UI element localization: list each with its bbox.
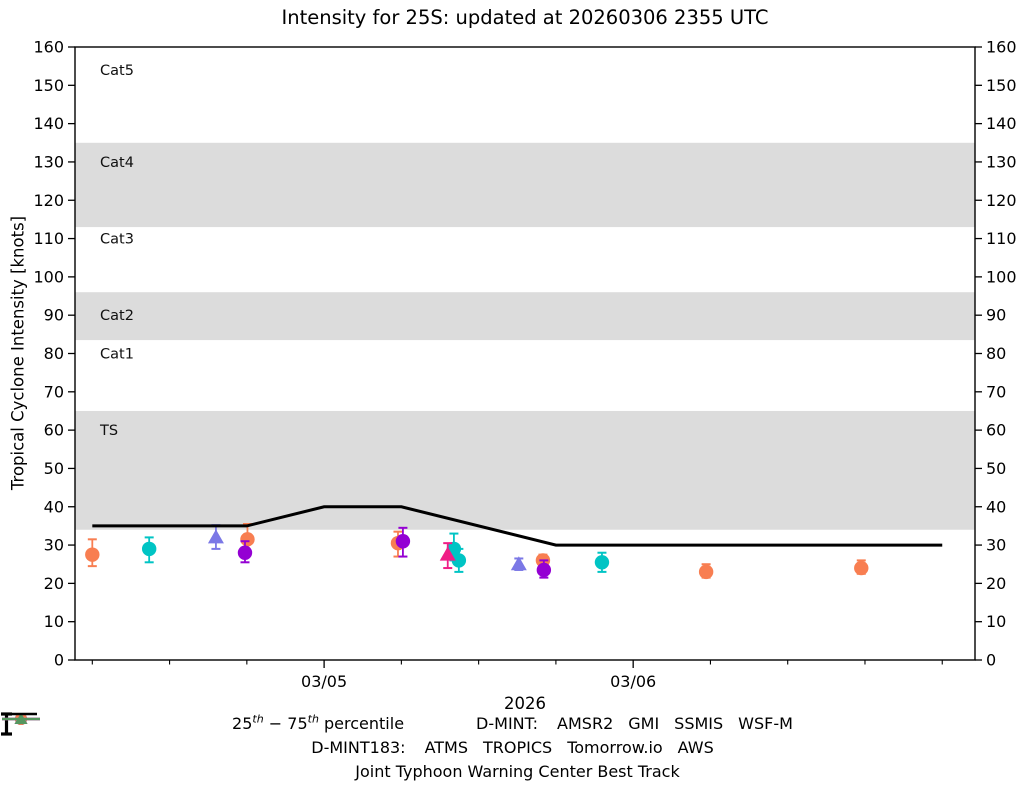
y-tick-label-right: 100 bbox=[986, 267, 1017, 286]
y-tick-label-left: 120 bbox=[33, 191, 64, 210]
y-tick-label-right: 50 bbox=[986, 459, 1006, 478]
band-label-Cat4: Cat4 bbox=[100, 155, 134, 171]
legend-group-label: D-MINT183: bbox=[311, 737, 406, 757]
y-tick-label-left: 130 bbox=[33, 152, 64, 171]
y-tick-label-right: 20 bbox=[986, 574, 1006, 593]
chart-title: Intensity for 25S: updated at 20260306 2… bbox=[281, 6, 769, 29]
legend-item-label: AMSR2 bbox=[557, 713, 614, 733]
ATMS-marker bbox=[85, 547, 100, 562]
legend-item-label: GMI bbox=[628, 713, 660, 733]
legend-group-dmint: D-MINT: AMSR2 GMI SSMIS WSF-M bbox=[2, 713, 793, 733]
y-tick-label-left: 60 bbox=[44, 421, 64, 440]
Tomorrow.io-marker bbox=[510, 556, 527, 571]
band-label-Cat2: Cat2 bbox=[100, 308, 134, 324]
band-label-Cat3: Cat3 bbox=[100, 232, 134, 248]
y-axis-ticks: 0 0 10 10 20 20 30 30 40 40 50 50 60 60 70 70 80 80 90 90 10… bbox=[33, 38, 1016, 670]
y-tick-label-right: 140 bbox=[986, 114, 1017, 133]
ATMS-marker bbox=[698, 564, 714, 580]
y-tick-label-left: 80 bbox=[44, 344, 64, 363]
SSMIS-marker bbox=[451, 553, 467, 568]
y-tick-label-right: 110 bbox=[986, 229, 1017, 248]
Tomorrow.io-marker bbox=[207, 529, 224, 544]
legend-row-1: 25th − 75th percentile D-MINT: AMSR2 GMI SS… bbox=[0, 711, 1025, 736]
SSMIS-marker bbox=[594, 555, 610, 570]
y-tick-label-right: 90 bbox=[986, 306, 1006, 325]
percentile-label: 25th − 75th percentile bbox=[232, 712, 405, 733]
legend-item-label: AWS bbox=[677, 737, 714, 757]
y-tick-label-left: 10 bbox=[44, 612, 64, 631]
best-track-line bbox=[92, 505, 943, 547]
band-label-TS: TS bbox=[99, 423, 118, 439]
legend-item-AMSR2: AMSR2 bbox=[2, 713, 614, 733]
legend-item-SSMIS: SSMIS bbox=[2, 713, 724, 733]
legend-group-label: D-MINT: bbox=[476, 713, 539, 733]
WSF-M-marker bbox=[439, 546, 456, 561]
series-AMSR2 bbox=[237, 526, 552, 579]
legend-item-AWS: AWS bbox=[2, 713, 714, 757]
legend-item-label: SSMIS bbox=[674, 713, 724, 733]
y-tick-label-right: 130 bbox=[986, 152, 1017, 171]
y-tick-label-right: 10 bbox=[986, 612, 1006, 631]
SSMIS-marker bbox=[141, 541, 157, 557]
y-tick-label-right: 120 bbox=[986, 191, 1017, 210]
legend-row-2: D-MINT183: ATMS TROPICS Tomorrow.io AWS bbox=[0, 713, 1025, 759]
legend-group-dmint183: D-MINT183: ATMS TROPICS Tomorrow.io AWS bbox=[2, 713, 714, 757]
y-tick-label-left: 0 bbox=[54, 651, 64, 670]
legend-item-GMI: GMI bbox=[2, 713, 660, 733]
AMSR2-marker bbox=[536, 562, 552, 578]
legend-item-TROPICS: TROPICS bbox=[2, 713, 553, 757]
band-label-Cat5: Cat5 bbox=[100, 63, 134, 79]
year-label: 2026 bbox=[504, 694, 546, 713]
AMSR2-marker bbox=[237, 545, 253, 560]
y-tick-label-left: 150 bbox=[33, 76, 64, 95]
series-Tomorrow.io bbox=[207, 524, 527, 571]
band-TS bbox=[75, 410, 975, 530]
AWS-legend-icon bbox=[2, 713, 40, 724]
legend-item-WSF-M: WSF-M bbox=[2, 713, 793, 733]
y-tick-label-right: 150 bbox=[986, 76, 1017, 95]
legend: 25th − 75th percentile D-MINT: AMSR2 GMI SS… bbox=[0, 711, 1025, 783]
y-tick-label-right: 0 bbox=[986, 651, 996, 670]
best-track-legend-label: Joint Typhoon Warning Center Best Track bbox=[355, 761, 680, 781]
percentile-legend-item: 25th − 75th percentile bbox=[1, 712, 405, 736]
y-tick-label-left: 140 bbox=[33, 114, 64, 133]
AMSR2-marker bbox=[395, 534, 411, 549]
legend-row-3: Joint Typhoon Warning Center Best Track bbox=[0, 712, 1025, 783]
ATMS-marker bbox=[854, 560, 869, 576]
legend-item-ATMS: ATMS bbox=[2, 713, 469, 757]
y-tick-label-right: 40 bbox=[986, 497, 1006, 516]
legend-item-Tomorrow.io: Tomorrow.io bbox=[2, 713, 663, 757]
series-ATMS bbox=[85, 522, 869, 580]
y-tick-label-left: 20 bbox=[44, 574, 64, 593]
y-tick-label-left: 90 bbox=[44, 306, 64, 325]
y-tick-label-right: 80 bbox=[986, 344, 1006, 363]
series-layer bbox=[85, 522, 869, 580]
x-tick-label: 03/06 bbox=[610, 672, 656, 691]
y-tick-label-left: 30 bbox=[44, 536, 64, 555]
legend-item-label: Tomorrow.io bbox=[567, 737, 663, 757]
y-tick-label-left: 100 bbox=[33, 267, 64, 286]
y-tick-label-left: 110 bbox=[33, 229, 64, 248]
category-bands: Cat5 Cat4 Cat3 Cat2 Cat1 TS bbox=[75, 63, 975, 530]
series-WSF-M bbox=[439, 542, 456, 570]
y-tick-label-left: 40 bbox=[44, 497, 64, 516]
band-Cat4 bbox=[75, 142, 975, 228]
band-label-Cat1: Cat1 bbox=[100, 347, 134, 363]
y-tick-label-left: 70 bbox=[44, 382, 64, 401]
legend-item-label: WSF-M bbox=[738, 713, 793, 733]
y-tick-label-left: 160 bbox=[33, 38, 64, 57]
best-track-legend-icon bbox=[1, 712, 37, 716]
y-tick-label-right: 160 bbox=[986, 38, 1017, 57]
x-tick-label: 03/05 bbox=[301, 672, 347, 691]
legend-item-label: ATMS bbox=[424, 737, 469, 757]
y-tick-label-left: 50 bbox=[44, 459, 64, 478]
y-tick-label-right: 60 bbox=[986, 421, 1006, 440]
x-axis-ticks: 03/05 03/06 bbox=[91, 660, 943, 691]
y-tick-label-right: 30 bbox=[986, 536, 1006, 555]
band-Cat2 bbox=[75, 292, 975, 341]
legend-item-label: TROPICS bbox=[483, 737, 553, 757]
ATMS-marker bbox=[240, 532, 255, 547]
y-tick-label-right: 70 bbox=[986, 382, 1006, 401]
